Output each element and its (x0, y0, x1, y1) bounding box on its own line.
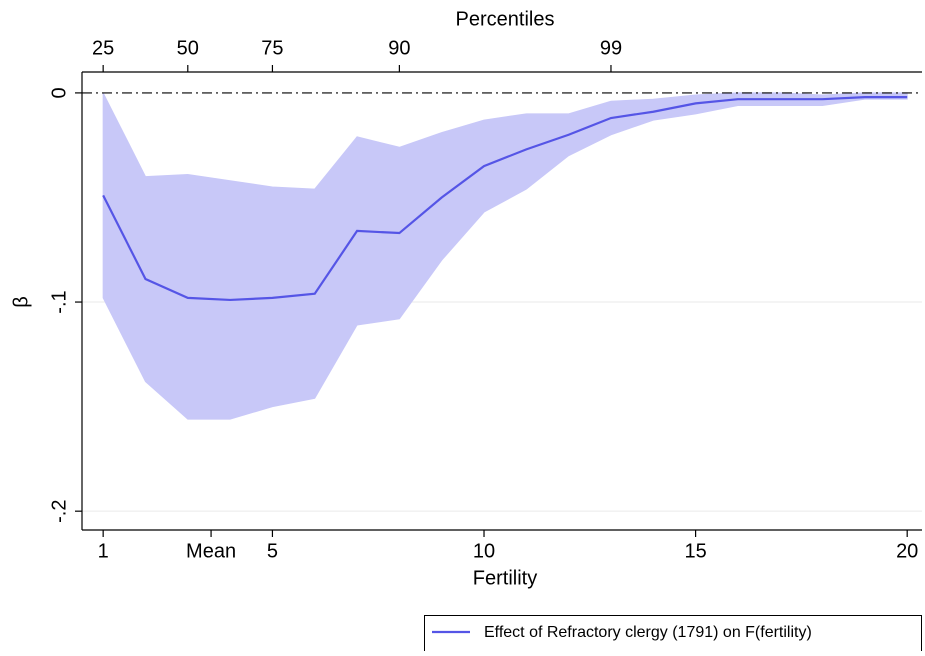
x-axis-title: Fertility (473, 567, 537, 589)
series-line (102, 95, 908, 302)
x2-tick-label: 25 (92, 37, 114, 59)
y-tick-label: -.2 (48, 500, 70, 523)
x-tick-label: 20 (896, 540, 918, 562)
y-tick-label: 0 (48, 87, 70, 98)
x2-tick-label: 99 (600, 37, 622, 59)
y-axis-title: β (10, 296, 32, 308)
x2-tick-label: 50 (177, 37, 199, 59)
confidence-band (102, 92, 908, 420)
x-tick-label: Mean (186, 540, 236, 562)
x2-tick-label: 75 (261, 37, 283, 59)
x-tick-label: 15 (684, 540, 706, 562)
legend-box (424, 615, 922, 652)
legend-label: Effect of Refractory clergy (1791) on F(… (484, 624, 812, 641)
x-tick-label: 1 (98, 540, 109, 562)
x2-tick-label: 90 (388, 37, 410, 59)
x-tick-label: 5 (267, 540, 278, 562)
x-tick-label: 10 (473, 540, 495, 562)
y-tick-label: -.1 (48, 290, 70, 313)
x2-axis-title: Percentiles (456, 8, 555, 30)
